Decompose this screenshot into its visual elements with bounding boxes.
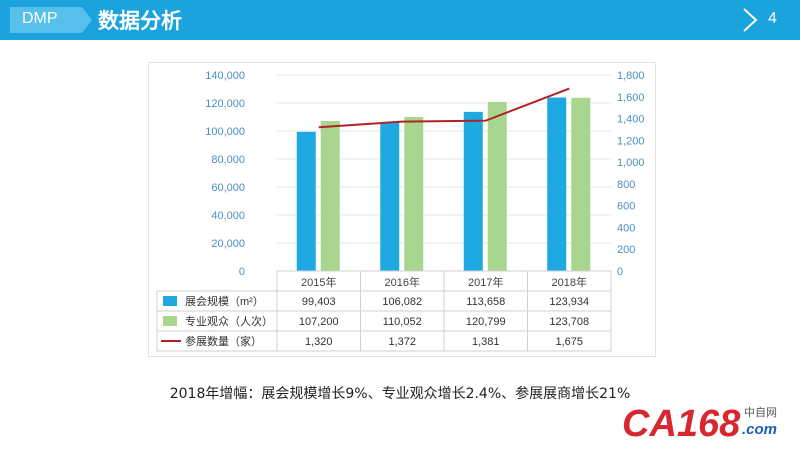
left-axis-tick-label: 80,000: [211, 154, 245, 166]
legend-swatch: [163, 296, 177, 306]
right-axis-tick-label: 800: [617, 179, 635, 191]
category-label: 2015年: [301, 275, 336, 289]
right-axis-tick-label: 600: [617, 201, 635, 213]
bar-exhibition-area: [380, 122, 400, 271]
table-value: 110,052: [383, 316, 422, 328]
category-label: 2017年: [468, 275, 503, 289]
right-axis-tick-label: 200: [617, 244, 635, 256]
page-title: 数据分析: [98, 9, 182, 33]
right-axis-tick-label: 400: [617, 222, 635, 234]
logo-text: CA168: [622, 403, 741, 444]
table-value: 1,372: [388, 336, 416, 348]
bar-visitors: [571, 97, 591, 271]
table-value: 99,403: [302, 296, 336, 308]
bar-exhibition-area: [463, 111, 483, 271]
left-axis-tick-label: 140,000: [205, 70, 245, 82]
left-axis-tick-label: 40,000: [211, 210, 245, 222]
chevron-right-icon: [743, 8, 758, 32]
legend-label: 专业观众（人次）: [185, 314, 273, 328]
table-value: 113,658: [466, 296, 505, 308]
table-value: 1,675: [555, 336, 583, 348]
exhibitor-count-line: [318, 87, 570, 129]
table-value: 1,381: [472, 336, 500, 348]
table-value: 123,934: [549, 296, 589, 308]
right-axis-tick-label: 1,400: [617, 114, 645, 126]
right-axis-tick-label: 1,000: [617, 157, 645, 169]
left-axis-tick-label: 20,000: [211, 238, 245, 250]
bar-visitors: [404, 116, 424, 271]
section-tag: DMP: [10, 7, 82, 33]
legend-swatch: [163, 316, 177, 326]
chart-panel: 0 20,000 40,000 60,000 80,000 100,000 120,000 1…: [148, 62, 656, 357]
growth-caption: 2018年增幅：展会规模增长9%、专业观众增长2.4%、参展展商增长21%: [169, 386, 631, 402]
tag-chevron-icon: [82, 7, 92, 33]
table-value: 106,082: [382, 296, 422, 308]
category-label: 2018年: [552, 275, 587, 289]
right-axis-tick-label: 1,600: [617, 92, 645, 104]
combo-chart: 0 20,000 40,000 60,000 80,000 100,000 120,000 1…: [156, 70, 645, 352]
left-axis-tick-label: 120,000: [205, 98, 245, 110]
legend-label: 展会规模（m²）: [185, 294, 264, 308]
bar-visitors: [320, 120, 340, 271]
section-tag-label: DMP: [22, 10, 58, 27]
bar-visitors: [487, 101, 507, 271]
logo-cn-text: 中自网: [744, 406, 777, 419]
right-axis-tick-label: 0: [617, 266, 623, 278]
table-value: 123,708: [549, 316, 589, 328]
right-axis-tick-label: 1,800: [617, 70, 645, 82]
page-number: 4: [768, 10, 777, 27]
category-label: 2016年: [385, 275, 420, 289]
header-bar: DMP 数据分析 4: [0, 0, 800, 40]
bar-exhibition-area: [547, 97, 567, 271]
table-value: 1,320: [305, 336, 333, 348]
left-axis-tick-label: 60,000: [211, 182, 245, 194]
left-axis-tick-label: 100,000: [205, 126, 245, 138]
legend-label: 参展数量（家）: [185, 334, 262, 348]
logo-suffix-text: .com: [742, 421, 777, 438]
table-value: 120,799: [466, 316, 506, 328]
right-axis-tick-label: 1,200: [617, 135, 645, 147]
left-axis-tick-label: 0: [239, 266, 245, 278]
ca168-logo: CA168 中自网 .com: [622, 403, 777, 444]
table-value: 107,200: [299, 316, 339, 328]
bar-exhibition-area: [296, 131, 316, 271]
